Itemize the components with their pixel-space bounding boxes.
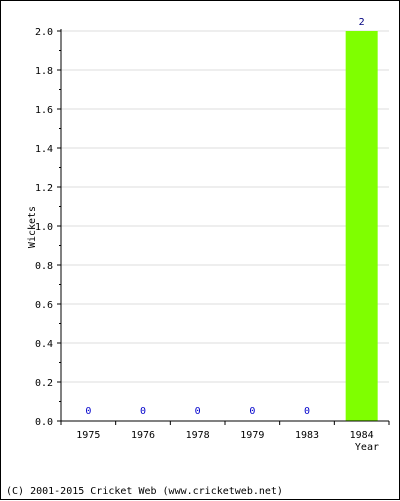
data-label: 0 [85, 406, 91, 417]
y-tick-label: 1.6 [35, 105, 53, 116]
x-tick-label: 1975 [76, 430, 100, 441]
axes [57, 29, 390, 425]
x-tick-label: 1978 [186, 430, 210, 441]
bars [345, 31, 378, 421]
y-tick-label: 0.2 [35, 378, 53, 389]
y-tick-label: 0.0 [35, 417, 53, 428]
x-tick-label: 1979 [240, 430, 264, 441]
copyright-text: (C) 2001-2015 Cricket Web (www.cricketwe… [6, 486, 283, 497]
y-tick-label: 1.8 [35, 66, 53, 77]
y-tick-label: 0.8 [35, 261, 53, 272]
y-axis-title: Wickets [27, 206, 38, 248]
y-tick-label: 0.4 [35, 339, 53, 350]
y-tick-labels: 0.0 0.2 0.4 0.6 0.8 1.0 1.2 1.4 1.6 1.8 2.0 [35, 27, 53, 428]
y-tick-label: 0.6 [35, 300, 53, 311]
data-label: 0 [195, 406, 201, 417]
data-labels: 0 0 0 0 0 2 [85, 17, 364, 417]
x-axis-title: Year [355, 442, 379, 453]
data-label: 0 [249, 406, 255, 417]
data-label: 0 [140, 406, 146, 417]
x-tick-labels: 1975 1976 1978 1979 1983 1984 [76, 430, 373, 441]
y-tick-label: 1.2 [35, 183, 53, 194]
x-tick-label: 1983 [295, 430, 319, 441]
grid-lines [61, 30, 389, 383]
x-tick-label: 1984 [350, 430, 374, 441]
data-label: 0 [304, 406, 310, 417]
data-label: 2 [359, 17, 365, 28]
bar-1984 [345, 31, 378, 421]
y-tick-label: 1.4 [35, 144, 53, 155]
y-tick-label: 2.0 [35, 27, 53, 38]
x-tick-label: 1976 [131, 430, 155, 441]
y-tick-label: 1.0 [35, 222, 53, 233]
